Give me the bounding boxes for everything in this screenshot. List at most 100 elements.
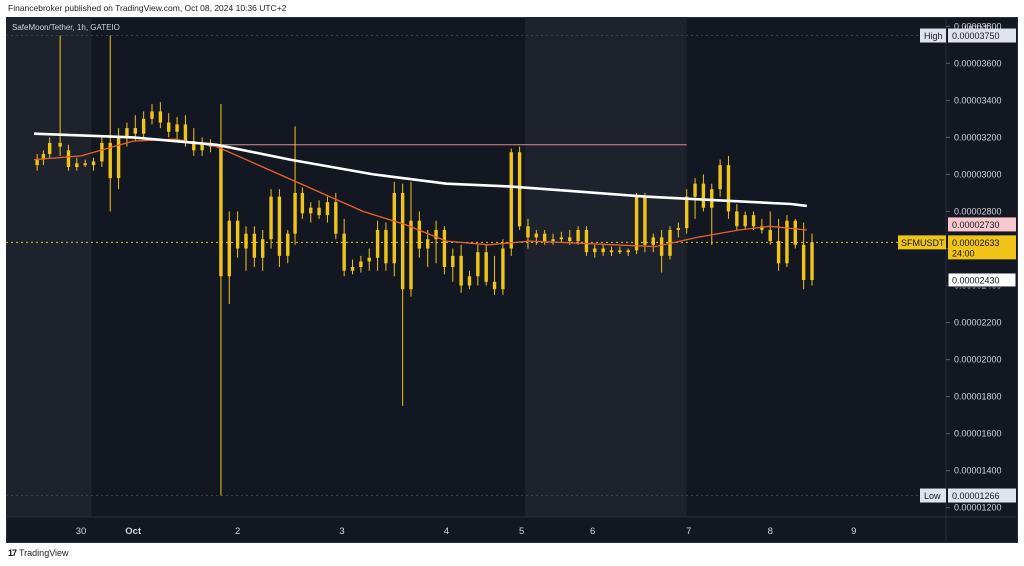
low-price-tag-text: 0.00001266 [952, 491, 1000, 501]
candle [342, 218, 346, 277]
candle [801, 222, 806, 290]
candle-body [417, 220, 422, 249]
candle-body [317, 207, 321, 216]
candle-body [584, 229, 589, 253]
candle [100, 137, 104, 167]
candle [309, 202, 313, 223]
candle [293, 126, 297, 245]
candle-body [66, 150, 71, 167]
candle [718, 159, 722, 197]
support-price-tag: 0.00002430 [947, 272, 1017, 288]
price-chart[interactable]: 0.00003800 0.00003600 0.00003400 0.00003200… [6, 17, 1018, 543]
candle [442, 226, 447, 275]
footer-brand: 17 TradingView [8, 548, 69, 558]
brand-label: TradingView [19, 548, 69, 558]
candle [417, 211, 422, 258]
candle-body [810, 242, 814, 280]
low-label-bg [920, 488, 946, 503]
candle-body [559, 237, 564, 240]
candle-body [325, 202, 330, 216]
candle-body [244, 233, 248, 249]
candle-body [576, 229, 580, 242]
y-tick-label: 0.00001600 [954, 429, 1002, 439]
candle [392, 181, 396, 277]
candle-body [261, 239, 265, 258]
candle-body [192, 141, 196, 151]
current-price-tag: 0.00002633 [952, 238, 1000, 248]
session-shade [6, 17, 92, 517]
candle [47, 137, 52, 158]
candle-body [684, 196, 689, 229]
candle [634, 192, 639, 255]
y-tick-label: 0.00001800 [954, 392, 1002, 402]
candle [150, 104, 154, 125]
candle-body [309, 207, 313, 214]
high-price-tag: 0.00003750 [948, 28, 1016, 43]
resistance-price-tag: 0.00002730 [948, 217, 1016, 232]
candle-body [125, 128, 129, 138]
candle-body [367, 257, 371, 262]
candle-body [718, 165, 722, 190]
candle-body [801, 244, 806, 280]
candle-body [183, 124, 188, 142]
candle-body [200, 142, 204, 151]
candle [41, 150, 46, 166]
candle-body [693, 183, 697, 197]
candle-body [534, 233, 539, 238]
high-price-tag-text: 0.00003750 [952, 31, 1000, 41]
candle-body [141, 118, 146, 134]
candle-body [676, 228, 681, 230]
candle [108, 35, 112, 212]
candle [409, 181, 413, 297]
candle-body [359, 261, 363, 267]
candle [426, 229, 430, 267]
candle-body [167, 122, 171, 132]
candle [618, 246, 622, 255]
candle [227, 211, 231, 305]
candle [467, 270, 472, 290]
candle [459, 244, 463, 293]
candle-body [252, 233, 257, 258]
candle-body [542, 233, 547, 242]
current-price-tag-bg [948, 235, 1016, 260]
x-tick-label: Oct [125, 526, 142, 537]
symbol-label-bg [898, 235, 946, 250]
candle [526, 218, 530, 249]
resistance-price-tag-bg [948, 217, 1016, 232]
ma-long-line [33, 132, 807, 208]
candle-body [334, 202, 338, 234]
candle-body [710, 189, 714, 208]
candle [534, 229, 539, 245]
y-tick-label: 0.00001200 [954, 503, 1002, 513]
candle-body [35, 159, 39, 166]
candle-body [701, 183, 706, 208]
candle-body [293, 192, 297, 234]
candle-body [484, 252, 488, 282]
candle [451, 248, 455, 282]
candle-body [300, 192, 305, 214]
candle-body [442, 229, 447, 267]
candle-body [517, 152, 522, 227]
candle [726, 155, 731, 219]
candle [175, 117, 179, 142]
low-label: Low [924, 491, 941, 501]
candle [235, 211, 240, 258]
candle-body [551, 239, 555, 242]
candle-body [776, 241, 781, 264]
candle-body [392, 192, 396, 264]
candle-body [91, 161, 96, 166]
candle [384, 222, 388, 271]
high-price-tag-bg [948, 28, 1016, 43]
candle [609, 246, 614, 256]
session-shade [524, 17, 687, 517]
x-tick-label: 7 [686, 526, 691, 537]
candle-body [269, 196, 273, 240]
candle-body [634, 196, 639, 251]
candle [643, 192, 647, 253]
candle [83, 159, 87, 167]
y-tick-label: 0.00002000 [954, 355, 1002, 365]
candle-body [467, 276, 472, 286]
candle-body [83, 163, 87, 166]
candle [200, 137, 204, 156]
ma-short-line [33, 138, 807, 248]
